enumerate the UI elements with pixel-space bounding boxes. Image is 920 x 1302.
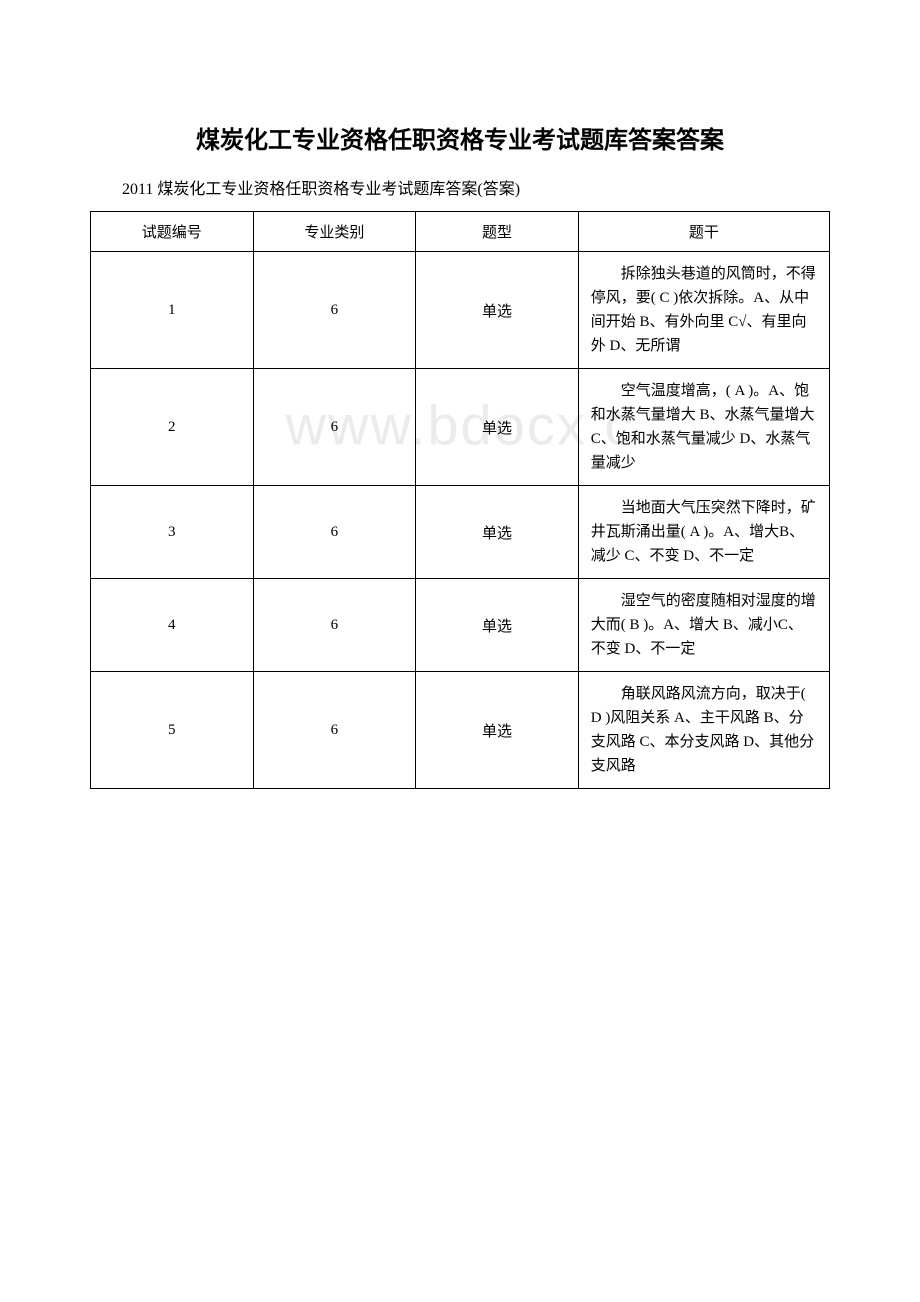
cell-category: 6 [253,252,416,369]
cell-question: 当地面大气压突然下降时，矿井瓦斯涌出量( A )。A、增大B、减少 C、不变 D… [578,486,829,579]
table-row: 4 6 单选 湿空气的密度随相对湿度的增大而( B )。A、增大 B、减小C、不… [91,579,830,672]
cell-id: 4 [91,579,254,672]
cell-type: 单选 [416,579,579,672]
cell-type: 单选 [416,672,579,789]
cell-question: 角联风路风流方向，取决于( D )风阻关系 A、主干风路 B、分支风路 C、本分… [578,672,829,789]
col-header-question: 题干 [578,212,829,252]
cell-category: 6 [253,579,416,672]
col-header-type: 题型 [416,212,579,252]
cell-type: 单选 [416,252,579,369]
cell-category: 6 [253,486,416,579]
cell-type: 单选 [416,369,579,486]
cell-question: 拆除独头巷道的风筒时，不得停风，要( C )依次拆除。A、从中间开始 B、有外向… [578,252,829,369]
cell-category: 6 [253,672,416,789]
document-content: 煤炭化工专业资格任职资格专业考试题库答案答案 2011 煤炭化工专业资格任职资格… [90,120,830,789]
table-row: 1 6 单选 拆除独头巷道的风筒时，不得停风，要( C )依次拆除。A、从中间开… [91,252,830,369]
cell-id: 1 [91,252,254,369]
col-header-id: 试题编号 [91,212,254,252]
cell-category: 6 [253,369,416,486]
table-row: 3 6 单选 当地面大气压突然下降时，矿井瓦斯涌出量( A )。A、增大B、减少… [91,486,830,579]
table-row: 2 6 单选 空气温度增高，( A )。A、饱和水蒸气量增大 B、水蒸气量增大 … [91,369,830,486]
col-header-category: 专业类别 [253,212,416,252]
cell-id: 2 [91,369,254,486]
subtitle-text: 2011 煤炭化工专业资格任职资格专业考试题库答案(答案) [90,175,830,199]
question-table: 试题编号 专业类别 题型 题干 1 6 单选 拆除独头巷道的风筒时，不得停风，要… [90,211,830,789]
page-title: 煤炭化工专业资格任职资格专业考试题库答案答案 [90,120,830,155]
cell-type: 单选 [416,486,579,579]
cell-id: 3 [91,486,254,579]
cell-question: 湿空气的密度随相对湿度的增大而( B )。A、增大 B、减小C、不变 D、不一定 [578,579,829,672]
cell-id: 5 [91,672,254,789]
cell-question: 空气温度增高，( A )。A、饱和水蒸气量增大 B、水蒸气量增大 C、饱和水蒸气… [578,369,829,486]
table-header-row: 试题编号 专业类别 题型 题干 [91,212,830,252]
table-row: 5 6 单选 角联风路风流方向，取决于( D )风阻关系 A、主干风路 B、分支… [91,672,830,789]
